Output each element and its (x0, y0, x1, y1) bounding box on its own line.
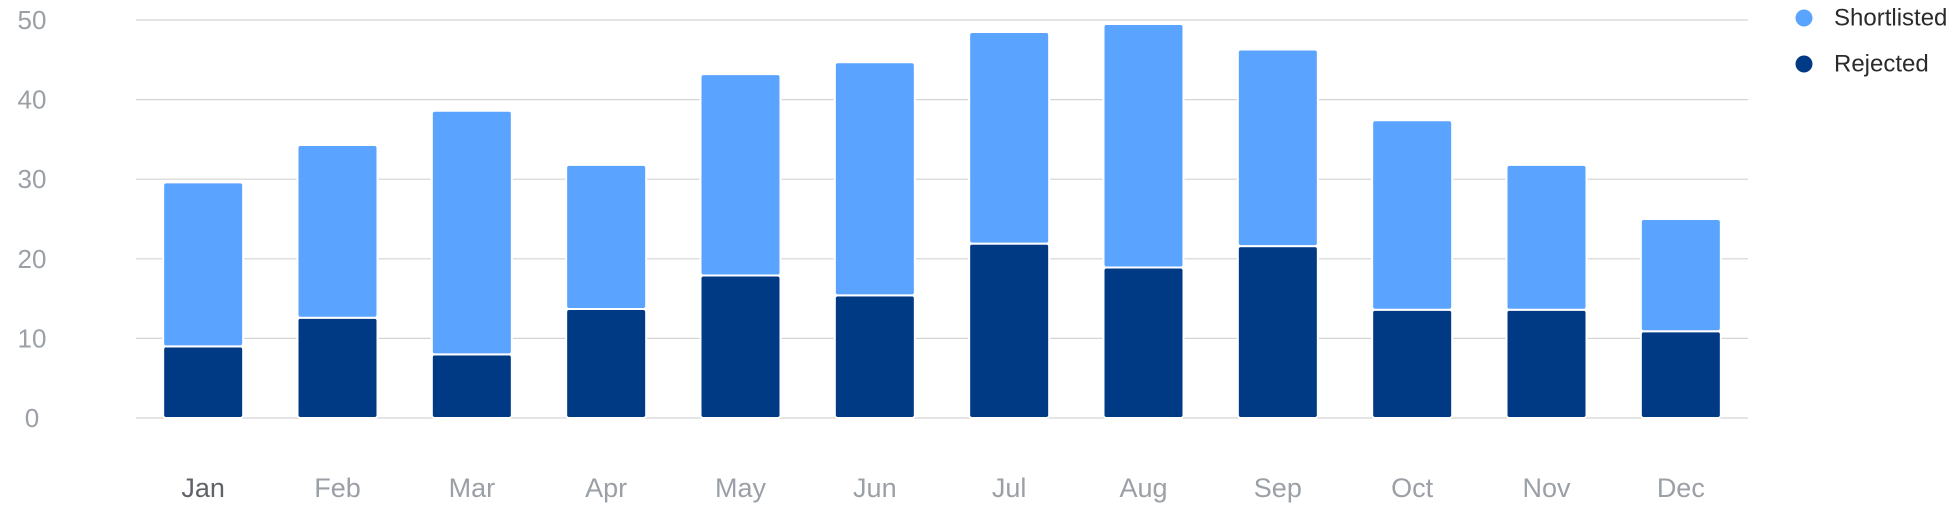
x-tick-label-jan[interactable]: Jan (181, 473, 225, 503)
bar-rejected-mar[interactable] (430, 353, 513, 420)
legend-label-shortlisted: Shortlisted (1834, 5, 1947, 32)
bar-rejected-jan[interactable] (162, 345, 245, 419)
x-tick-label-sep[interactable]: Sep (1254, 473, 1302, 503)
bars (162, 22, 1722, 420)
bar-rejected-jun[interactable] (833, 294, 916, 419)
bar-rejected-may[interactable] (699, 274, 782, 419)
x-tick-label-nov[interactable]: Nov (1522, 473, 1571, 503)
bar-shortlisted-jun[interactable] (833, 61, 916, 297)
bar-shortlisted-jan[interactable] (162, 181, 245, 348)
bar-rejected-jul[interactable] (968, 242, 1051, 419)
x-tick-label-oct[interactable]: Oct (1391, 473, 1434, 503)
bar-shortlisted-sep[interactable] (1236, 48, 1319, 248)
x-tick-label-apr[interactable]: Apr (585, 473, 627, 503)
x-tick-label-may[interactable]: May (715, 473, 767, 503)
bar-shortlisted-apr[interactable] (565, 163, 648, 310)
gridlines (136, 19, 1748, 419)
legend-swatch-shortlisted (1795, 9, 1813, 27)
y-tick-label: 30 (18, 164, 47, 194)
legend-swatch-rejected (1795, 55, 1813, 73)
bar-shortlisted-oct[interactable] (1371, 119, 1454, 311)
legend-item-rejected[interactable]: Rejected (1795, 51, 1929, 78)
y-tick-label: 50 (18, 5, 47, 35)
x-tick-label-jun[interactable]: Jun (853, 473, 897, 503)
bar-shortlisted-may[interactable] (699, 73, 782, 277)
bar-shortlisted-feb[interactable] (296, 143, 379, 319)
x-tick-label-aug[interactable]: Aug (1119, 473, 1167, 503)
x-tick-label-jul[interactable]: Jul (992, 473, 1027, 503)
x-axis-ticks: Jan Feb Mar Apr May Jun Jul Aug Sep Oct Nov Dec (181, 473, 1704, 503)
y-tick-label: 10 (18, 323, 47, 353)
bar-shortlisted-nov[interactable] (1505, 163, 1588, 311)
bar-rejected-dec[interactable] (1639, 330, 1722, 419)
legend-label-rejected: Rejected (1834, 51, 1929, 78)
bar-rejected-nov[interactable] (1505, 308, 1588, 419)
y-tick-label: 0 (25, 403, 39, 433)
bar-shortlisted-jul[interactable] (968, 30, 1051, 245)
bar-rejected-sep[interactable] (1236, 245, 1319, 419)
x-tick-label-mar[interactable]: Mar (449, 473, 496, 503)
y-tick-label: 20 (18, 244, 47, 274)
x-tick-label-dec[interactable]: Dec (1657, 473, 1705, 503)
bar-shortlisted-mar[interactable] (430, 109, 513, 356)
legend-item-shortlisted[interactable]: Shortlisted (1795, 5, 1948, 32)
bar-rejected-apr[interactable] (565, 307, 648, 419)
legend: Shortlisted Rejected (1795, 5, 1948, 78)
bar-shortlisted-dec[interactable] (1639, 218, 1722, 333)
x-tick-label-feb[interactable]: Feb (314, 473, 361, 503)
bar-shortlisted-aug[interactable] (1102, 22, 1185, 269)
y-tick-label: 40 (18, 85, 47, 115)
bar-rejected-oct[interactable] (1371, 308, 1454, 419)
y-axis-ticks: 0 10 20 30 40 50 (18, 5, 47, 433)
bar-rejected-feb[interactable] (296, 316, 379, 420)
bar-rejected-aug[interactable] (1102, 266, 1185, 419)
